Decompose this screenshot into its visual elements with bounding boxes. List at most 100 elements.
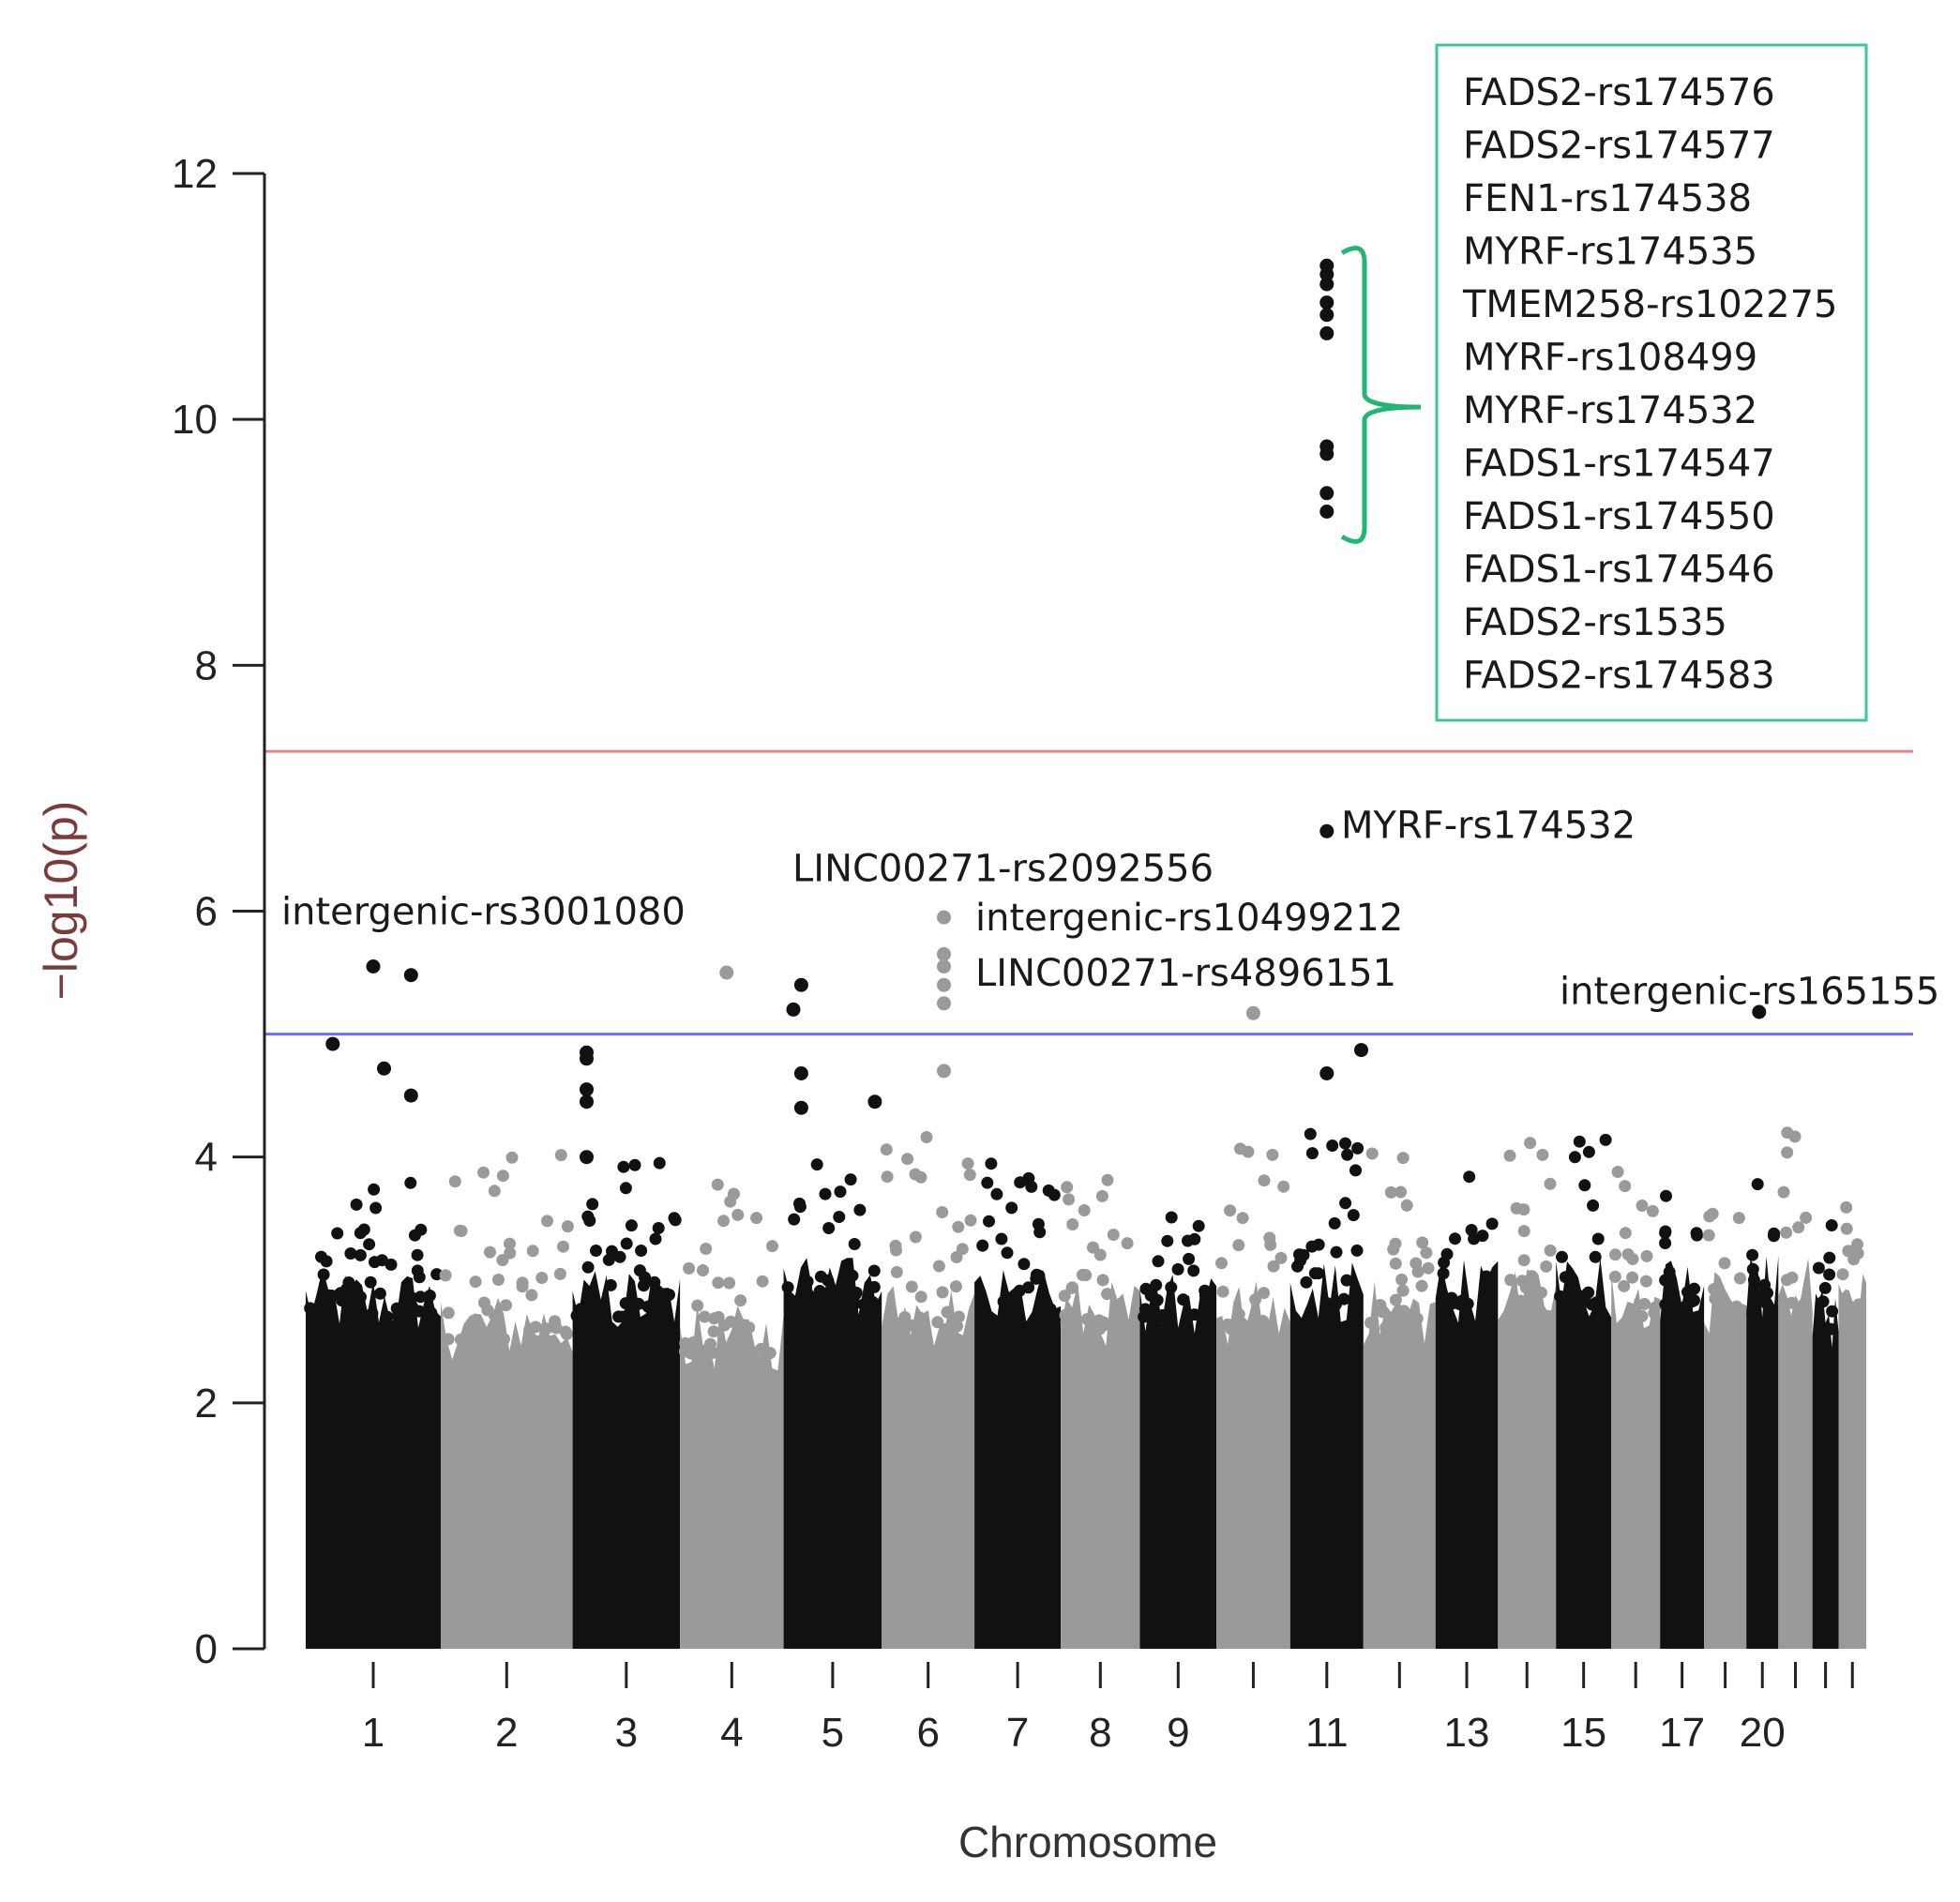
snp-point xyxy=(901,1153,914,1166)
snp-point xyxy=(368,1183,381,1196)
snp-point xyxy=(756,1275,769,1288)
snp-point xyxy=(541,1215,553,1228)
snp-point xyxy=(1339,1197,1352,1210)
snp-point xyxy=(833,1211,846,1223)
snp-point xyxy=(1504,1274,1517,1287)
snp-point xyxy=(331,1227,344,1240)
snp-point xyxy=(1078,1204,1091,1216)
snp-point xyxy=(1350,1244,1364,1257)
snp-point xyxy=(1374,1299,1387,1311)
highlight-point xyxy=(366,959,381,974)
chromosome-17 xyxy=(1659,1189,1705,1649)
snp-point xyxy=(1080,1313,1093,1326)
highlight-point xyxy=(1319,505,1334,519)
snp-point xyxy=(1503,1149,1516,1162)
snp-point xyxy=(1437,1267,1450,1280)
snp-annotations: intergenic-rs3001080 LINC00271-rs2092556 i… xyxy=(281,805,1939,1014)
snp-point xyxy=(1150,1278,1163,1291)
snp-point xyxy=(1485,1217,1499,1230)
y-tick-label: 6 xyxy=(195,889,218,935)
snp-point xyxy=(1626,1271,1639,1284)
snp-point xyxy=(1484,1272,1497,1285)
snp-point xyxy=(700,1243,713,1255)
snp-point xyxy=(484,1245,496,1259)
snp-point xyxy=(648,1276,661,1289)
y-axis-title: −log10(p) xyxy=(35,801,87,1001)
chromosome-22 xyxy=(1836,1200,1866,1649)
snp-point xyxy=(1540,1260,1553,1273)
snp-point xyxy=(1305,1147,1319,1160)
snp-point xyxy=(724,1315,737,1328)
snp-point xyxy=(835,1298,848,1311)
snp-point xyxy=(455,1225,468,1237)
snp-point xyxy=(423,1290,436,1302)
chromosome-15 xyxy=(1554,1133,1612,1649)
snp-point xyxy=(625,1219,638,1232)
snp-point xyxy=(1199,1289,1212,1302)
snp-point xyxy=(1300,1276,1313,1289)
snp-point xyxy=(1001,1304,1014,1317)
snp-point xyxy=(411,1248,424,1261)
snp-point xyxy=(1079,1269,1093,1282)
snp-point xyxy=(596,1310,609,1323)
snp-point xyxy=(620,1237,633,1250)
snp-point xyxy=(1760,1297,1773,1310)
snp-point xyxy=(1746,1262,1759,1276)
snp-point xyxy=(1258,1174,1271,1187)
snp-point xyxy=(581,1260,595,1274)
snp-point xyxy=(1480,1288,1493,1301)
snp-point xyxy=(1171,1262,1184,1276)
snp-point xyxy=(1619,1227,1632,1240)
snp-point xyxy=(1544,1244,1557,1257)
snp-point xyxy=(1416,1236,1429,1249)
snp-point xyxy=(1341,1148,1354,1161)
legend-entry: MYRF-rs174535 xyxy=(1463,231,1757,274)
snp-point xyxy=(1192,1219,1205,1232)
snp-point xyxy=(1582,1286,1595,1299)
snp-point xyxy=(810,1158,823,1171)
snp-point xyxy=(867,1280,881,1293)
snp-point xyxy=(408,1229,421,1242)
snp-point xyxy=(1758,1278,1772,1291)
snp-point xyxy=(717,1215,730,1228)
chromosome-8 xyxy=(1058,1173,1140,1649)
snp-point xyxy=(822,1274,835,1287)
snp-point xyxy=(1349,1164,1362,1177)
snp-point xyxy=(1395,1185,1408,1199)
snp-point xyxy=(1640,1249,1653,1262)
snp-point xyxy=(1823,1322,1836,1336)
snp-point xyxy=(570,1309,583,1322)
snp-point xyxy=(641,1300,655,1313)
snp-point xyxy=(535,1272,549,1284)
snp-point xyxy=(391,1309,404,1322)
snp-point xyxy=(1005,1201,1018,1215)
snp-point xyxy=(905,1280,918,1293)
x-tick-label: 3 xyxy=(615,1710,638,1756)
chromosome-fill-15 xyxy=(1556,1258,1612,1649)
snp-point xyxy=(698,1310,711,1323)
snp-point xyxy=(941,1306,954,1319)
snp-point xyxy=(1626,1253,1639,1265)
snp-point xyxy=(1093,1248,1107,1261)
snp-point xyxy=(1534,1286,1547,1299)
highlight-point xyxy=(937,996,951,1011)
snp-point xyxy=(1187,1264,1200,1277)
snp-point xyxy=(1568,1151,1581,1164)
snp-point xyxy=(1380,1321,1393,1334)
snp-point xyxy=(516,1280,529,1293)
snp-point xyxy=(1003,1293,1016,1306)
snp-point xyxy=(325,1308,338,1321)
snp-point xyxy=(498,1333,510,1346)
highlight-point xyxy=(1319,823,1334,838)
highlight-point xyxy=(1354,1043,1368,1058)
snp-point xyxy=(1570,1298,1583,1311)
chromosome-fill-20 xyxy=(1778,1258,1813,1649)
snp-point xyxy=(1476,1230,1489,1243)
snp-point xyxy=(477,1166,490,1179)
snp-point xyxy=(1397,1305,1410,1318)
snp-point xyxy=(1536,1148,1549,1161)
snp-point xyxy=(956,1243,969,1256)
snp-point xyxy=(936,1206,949,1218)
chromosome-fill-8 xyxy=(1061,1281,1140,1649)
snp-point xyxy=(1840,1200,1853,1214)
